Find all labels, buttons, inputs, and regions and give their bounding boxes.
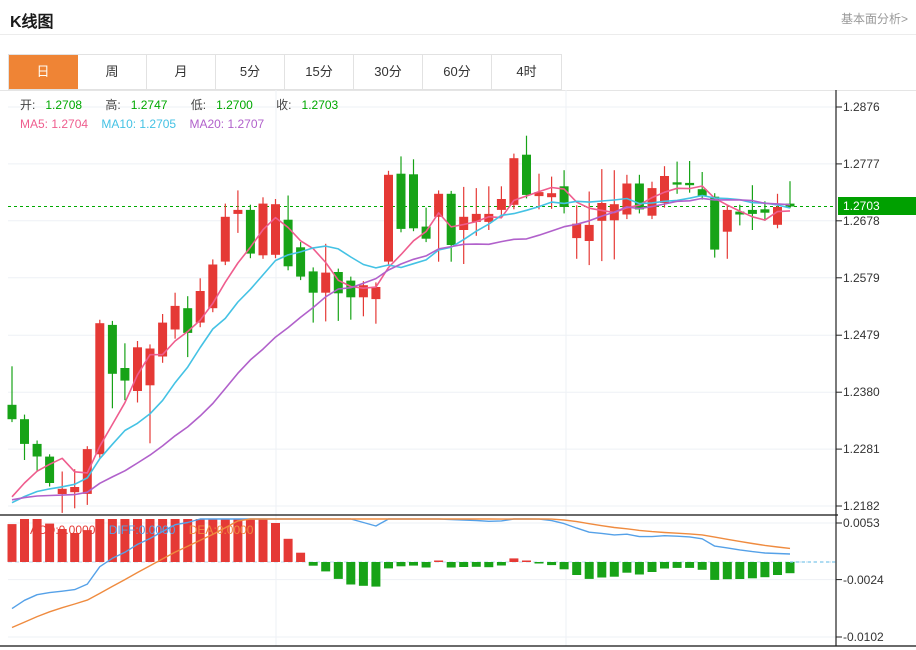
fundamental-analysis-link[interactable]: 基本面分析> bbox=[840, 12, 908, 26]
current-price-tag: 1.2703 bbox=[838, 197, 916, 215]
y-tick-macd-0: 0.0053 bbox=[843, 516, 880, 530]
close-label: 收: bbox=[276, 98, 292, 112]
ma10-readout: MA10: 1.2705 bbox=[101, 117, 177, 131]
open-value: 1.2708 bbox=[45, 98, 83, 112]
y-tick-main-2: 1.2678 bbox=[843, 214, 880, 228]
ma-readout: MA5: 1.2704 MA10: 1.2705 MA20: 1.2707 bbox=[20, 117, 274, 131]
tab-4hour[interactable]: 4时 bbox=[492, 55, 561, 89]
ohlc-readout: 开: 1.2708 高: 1.2747 低: 1.2700 收: 1.2703 bbox=[20, 96, 358, 113]
diff-value: DIFF:0.0000 bbox=[108, 523, 176, 537]
ma20-readout: MA20: 1.2707 bbox=[189, 117, 265, 131]
dea-value: DEA:0.0000 bbox=[188, 523, 254, 537]
page-title: K线图 bbox=[10, 14, 54, 31]
y-tick-macd-1: -0.0024 bbox=[843, 573, 884, 587]
open-label: 开: bbox=[20, 98, 36, 112]
y-tick-main-4: 1.2479 bbox=[843, 328, 880, 342]
close-value: 1.2703 bbox=[301, 98, 339, 112]
macd-readout: MACD:0.0000 DIFF:0.0000 DEA:0.0000 bbox=[20, 523, 263, 537]
high-label: 高: bbox=[105, 98, 121, 112]
y-tick-main-6: 1.2281 bbox=[843, 442, 880, 456]
y-tick-macd-2: -0.0102 bbox=[843, 630, 884, 644]
low-label: 低: bbox=[190, 98, 207, 112]
header-divider bbox=[0, 34, 916, 35]
y-tick-main-5: 1.2380 bbox=[843, 385, 880, 399]
tab-week[interactable]: 周 bbox=[78, 55, 147, 89]
ma5-readout: MA5: 1.2704 bbox=[20, 117, 89, 131]
tab-60min[interactable]: 60分 bbox=[423, 55, 492, 89]
high-value: 1.2747 bbox=[130, 98, 168, 112]
macd-value: MACD:0.0000 bbox=[20, 523, 96, 537]
y-tick-main-7: 1.2182 bbox=[843, 499, 880, 513]
y-tick-main-1: 1.2777 bbox=[843, 157, 880, 171]
tab-5min[interactable]: 5分 bbox=[216, 55, 285, 89]
chart-top-border bbox=[0, 90, 916, 91]
tab-day[interactable]: 日 bbox=[9, 55, 78, 89]
low-value: 1.2700 bbox=[216, 98, 253, 112]
y-tick-main-3: 1.2579 bbox=[843, 271, 880, 285]
y-tick-main-0: 1.2876 bbox=[843, 100, 880, 114]
tab-30min[interactable]: 30分 bbox=[354, 55, 423, 89]
tab-15min[interactable]: 15分 bbox=[285, 55, 354, 89]
tab-month[interactable]: 月 bbox=[147, 55, 216, 89]
interval-tabbar: 日 周 月 5分 15分 30分 60分 4时 bbox=[8, 54, 562, 90]
